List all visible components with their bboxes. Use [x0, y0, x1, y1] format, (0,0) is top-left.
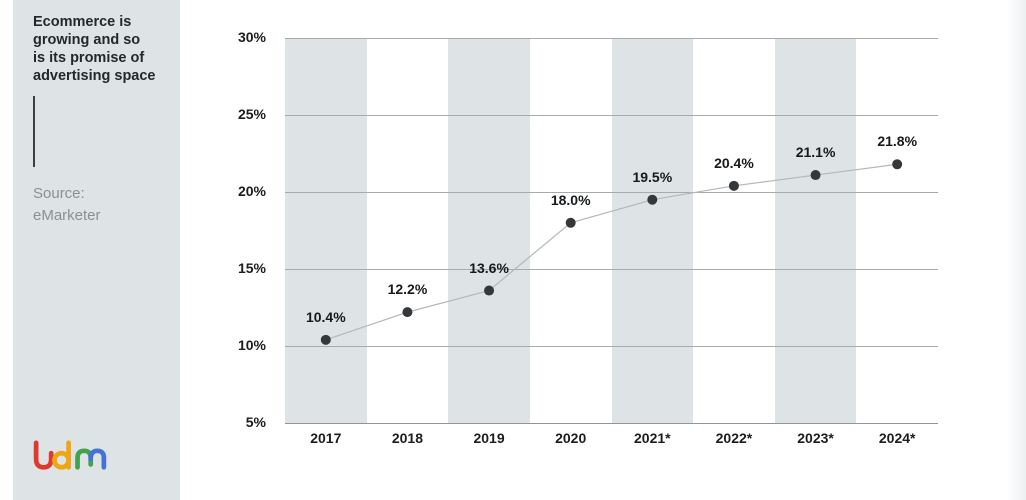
- divider-line: [33, 96, 35, 167]
- gridline: [285, 269, 938, 270]
- data-point-marker: [647, 194, 658, 205]
- chart-title-line: is its promise of: [33, 50, 145, 66]
- logo-letter-l: [33, 440, 54, 470]
- data-point-label: 10.4%: [305, 308, 346, 325]
- y-axis-tick-label: 25%: [237, 106, 266, 122]
- y-axis-tick-label: 30%: [237, 29, 266, 45]
- x-axis-tick-label: 2022*: [715, 430, 753, 446]
- chart-title-line: Ecommerce is: [33, 14, 132, 30]
- chart-column-band: [611, 38, 694, 423]
- trend-line: [325, 163, 898, 341]
- data-point-marker: [565, 217, 576, 228]
- gridline: [285, 346, 938, 347]
- data-point-marker: [402, 307, 413, 318]
- data-point-marker: [810, 170, 821, 181]
- data-point-label: 19.5%: [632, 168, 673, 185]
- data-point-label: 20.4%: [714, 154, 754, 171]
- x-axis-tick-label: 2021*: [634, 430, 671, 446]
- y-axis-tick-label: 5%: [245, 414, 266, 430]
- chart-column-band: [448, 38, 530, 423]
- chart-column-band: [285, 38, 367, 423]
- x-axis-tick-label: 2018: [391, 430, 424, 446]
- x-axis-tick-label: 2017: [310, 430, 342, 446]
- y-axis-tick-label: 10%: [237, 337, 266, 353]
- x-axis-tick-label: 2024*: [878, 430, 916, 446]
- chart-title-line: growing and so: [33, 32, 141, 48]
- data-point-label: 13.6%: [469, 259, 509, 276]
- trend-line-plot: [320, 159, 903, 345]
- source-name: eMarketer: [33, 207, 101, 224]
- x-axis-tick-label: 2020: [555, 430, 587, 446]
- chart-column-band: [774, 38, 857, 423]
- y-axis-tick-label: 15%: [237, 260, 266, 276]
- x-axis-tick-label: 2023*: [797, 430, 834, 446]
- source-label: Source:: [33, 185, 85, 202]
- sidebar: Ecommerce is growing and so is its promi…: [13, 0, 180, 500]
- gridline: [285, 192, 938, 193]
- data-point-marker: [892, 159, 903, 170]
- data-point-marker: [728, 180, 739, 191]
- data-point-label: 18.0%: [550, 191, 591, 208]
- source-attribution: Source: eMarketer: [33, 183, 101, 227]
- page-edge-shadow: [1006, 0, 1026, 500]
- chart-title-line: advertising space: [33, 68, 156, 84]
- data-point-label: 21.1%: [795, 144, 836, 161]
- logo-letter-m-blue: [88, 448, 107, 470]
- y-axis-tick-label: 20%: [237, 183, 266, 199]
- x-axis-line: [285, 423, 938, 424]
- gridline: [285, 115, 938, 116]
- x-axis-tick-label: 2019: [473, 430, 505, 446]
- data-point-label: 21.8%: [877, 133, 918, 150]
- gridline: [285, 38, 938, 39]
- chart-title: Ecommerce is growing and so is its promi…: [33, 13, 168, 85]
- data-point-label: 12.2%: [387, 281, 428, 298]
- data-point-marker: [484, 285, 495, 296]
- data-point-marker: [320, 334, 331, 345]
- ldm-logo: [33, 440, 107, 470]
